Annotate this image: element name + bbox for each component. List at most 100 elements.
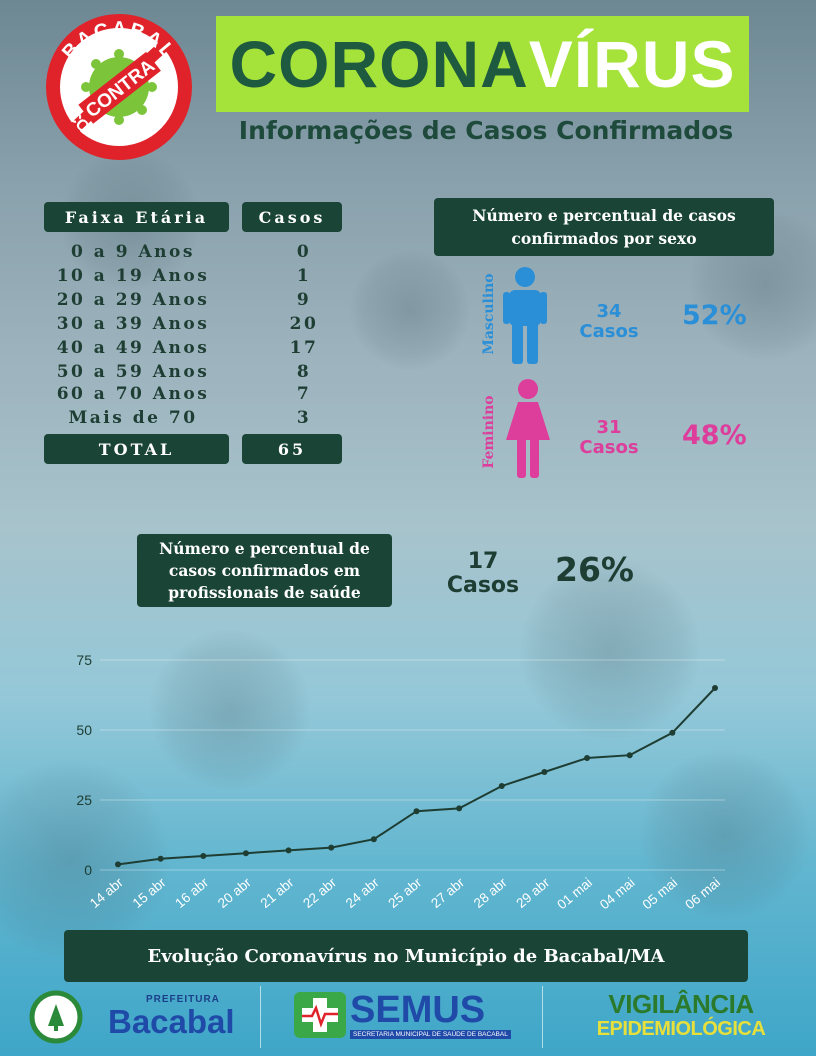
age-cases: 9 xyxy=(296,290,312,310)
x-tick-label: 20 abr xyxy=(215,874,254,910)
x-tick-label: 01 mai xyxy=(554,875,595,913)
health-professionals-percent: 26% xyxy=(555,550,634,589)
age-label: 60 a 70 Anos xyxy=(56,384,210,404)
vigilancia-logo-line1: VIGILÂNCIA xyxy=(608,989,754,1019)
data-point xyxy=(285,847,292,854)
data-point xyxy=(584,755,591,761)
background-virus-decoration xyxy=(640,750,810,920)
chart-y-axis: 0 25 50 75 xyxy=(76,652,92,878)
data-point xyxy=(242,850,249,857)
male-count: 34 Casos xyxy=(569,302,649,342)
male-percent: 52% xyxy=(682,300,747,331)
background-virus-decoration xyxy=(520,560,700,740)
age-header: Faixa Etária xyxy=(44,202,229,232)
data-point xyxy=(626,752,633,759)
age-label: 40 a 49 Anos xyxy=(56,338,210,358)
y-tick-label: 75 xyxy=(76,652,92,668)
title-banner: CORONA VÍRUS xyxy=(216,16,749,112)
male-person-icon xyxy=(503,267,547,364)
sex-section-title: Número e percentual de casos confirmados… xyxy=(434,198,774,256)
health-professionals-title: Número e percentual de casos confirmados… xyxy=(137,534,392,607)
health-professionals-count-value: 17 xyxy=(467,549,499,574)
x-tick-label: 05 mai xyxy=(640,875,681,913)
x-tick-label: 15 abr xyxy=(130,874,169,910)
female-person-icon xyxy=(506,379,550,478)
x-tick-label: 06 mai xyxy=(682,875,723,913)
data-point xyxy=(157,855,164,862)
age-cases: 1 xyxy=(296,266,312,286)
vigilancia-logo: VIGILÂNCIA EPIDEMIOLÓGICA xyxy=(588,990,774,1040)
chart-x-axis: 14 abr 15 abr 16 abr 20 abr 21 abr 22 abr 24 a… xyxy=(87,874,723,912)
footer-logos: PREFEITURA Bacabal SEMUS SECRETARIA MUNI… xyxy=(28,986,788,1052)
x-tick-label: 04 mai xyxy=(597,875,638,913)
series-line xyxy=(117,687,716,866)
female-count: 31 Casos xyxy=(569,418,649,458)
y-tick-label: 50 xyxy=(76,722,92,738)
chart-grid xyxy=(100,659,725,871)
footer-divider xyxy=(542,986,543,1048)
total-label: TOTAL xyxy=(44,434,229,464)
background-virus-decoration xyxy=(350,250,470,370)
bacabal-logo-big: Bacabal xyxy=(108,1003,235,1040)
semus-cross-icon xyxy=(294,992,346,1038)
footer-divider xyxy=(260,986,261,1048)
data-point xyxy=(456,805,463,812)
data-point xyxy=(712,685,718,691)
x-tick-label: 22 abr xyxy=(300,874,339,910)
cases-evolution-chart: 0 25 50 75 14 abr 15 abr 16 abr 20 abr 21 abr 22… xyxy=(76,652,725,912)
age-cases: 8 xyxy=(296,362,312,382)
y-tick-label: 25 xyxy=(76,792,92,808)
female-count-value: 31 xyxy=(596,417,622,438)
age-cases: 20 xyxy=(289,314,319,334)
y-tick-label: 0 xyxy=(84,862,92,878)
male-count-unit: Casos xyxy=(579,321,639,342)
age-label: 20 a 29 Anos xyxy=(56,290,210,310)
age-label: 0 a 9 Anos xyxy=(71,242,195,262)
male-label: Masculino xyxy=(481,273,497,355)
chart-series xyxy=(115,685,718,868)
age-cases: 0 xyxy=(296,242,312,262)
cases-header: Casos xyxy=(242,202,342,232)
age-label: 10 a 19 Anos xyxy=(56,266,210,286)
x-tick-label: 28 abr xyxy=(471,874,510,910)
data-point xyxy=(413,808,420,815)
x-tick-label: 14 abr xyxy=(87,874,126,910)
title-part2: VÍRUS xyxy=(528,27,736,101)
semus-logo-big: SEMUS xyxy=(350,989,486,1031)
age-label: 50 a 59 Anos xyxy=(56,362,210,382)
health-professionals-count-unit: Casos xyxy=(446,573,520,598)
data-point xyxy=(541,769,548,775)
vigilancia-logo-line2: EPIDEMIOLÓGICA xyxy=(596,1018,766,1040)
age-cases: 7 xyxy=(296,384,312,404)
data-point xyxy=(200,853,207,859)
x-tick-label: 24 abr xyxy=(343,874,382,910)
bacabal-seal-icon xyxy=(29,990,83,1044)
female-percent: 48% xyxy=(682,420,747,451)
footer-banner: Evolução Coronavírus no Município de Bac… xyxy=(64,930,748,982)
x-tick-label: 21 abr xyxy=(258,874,297,910)
data-point xyxy=(115,861,121,868)
total-value: 65 xyxy=(242,434,342,464)
semus-logo-small: SECRETARIA MUNICIPAL DE SAÚDE DE BACABAL xyxy=(350,1030,511,1039)
female-count-unit: Casos xyxy=(579,437,639,458)
male-count-value: 34 xyxy=(596,301,622,322)
data-point xyxy=(328,844,335,851)
page-subtitle: Informações de Casos Confirmados xyxy=(238,116,734,145)
semus-logo: SEMUS SECRETARIA MUNICIPAL DE SAÚDE DE B… xyxy=(294,990,511,1039)
data-point xyxy=(498,783,505,789)
x-tick-label: 25 abr xyxy=(385,874,424,910)
age-cases: 3 xyxy=(296,408,312,428)
age-label: Mais de 70 xyxy=(68,408,198,428)
health-professionals-count: 17 Casos xyxy=(430,550,536,598)
data-point xyxy=(370,836,377,843)
x-tick-label: 27 abr xyxy=(428,874,467,910)
bacabal-logo: PREFEITURA Bacabal xyxy=(108,994,235,1039)
background-virus-decoration xyxy=(0,760,170,960)
background-virus-decoration xyxy=(150,630,310,790)
x-tick-label: 16 abr xyxy=(172,874,211,910)
bacabal-contra-coronavirus-badge: BACABAL CONTRA CORONAVIRUS xyxy=(46,14,192,160)
bacabal-logo-small: PREFEITURA xyxy=(146,994,220,1005)
x-tick-label: 29 abr xyxy=(513,874,552,910)
age-label: 30 a 39 Anos xyxy=(56,314,210,334)
data-point xyxy=(669,729,676,736)
